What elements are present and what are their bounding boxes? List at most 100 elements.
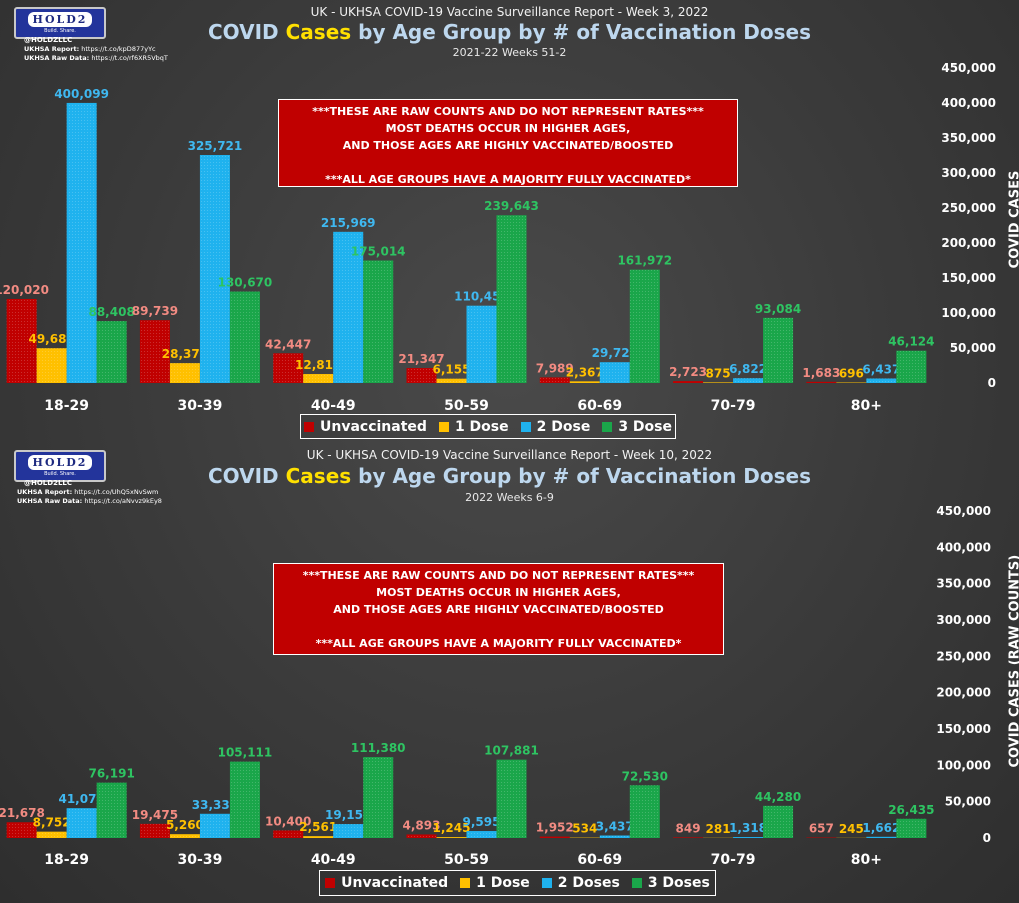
bar-texture bbox=[763, 805, 794, 838]
bar-texture bbox=[139, 823, 170, 838]
bar-texture bbox=[896, 818, 927, 838]
data-label: 49,683 bbox=[28, 332, 74, 346]
x-tick-label: 18-29 bbox=[44, 852, 89, 868]
legend-item-1-dose: 1 Dose bbox=[460, 875, 530, 891]
raw-data-link: UKHSA Raw Data: https://t.co/aNvvz9kEy8 bbox=[17, 497, 162, 505]
bar-texture bbox=[36, 831, 67, 838]
data-label: 120,020 bbox=[0, 283, 49, 297]
bar-texture bbox=[406, 834, 437, 838]
bar-1-dose-60-69 bbox=[569, 381, 600, 383]
data-label: 21,678 bbox=[0, 806, 45, 820]
data-label: 696 bbox=[839, 367, 864, 381]
notice-line: ***ALL AGE GROUPS HAVE A MAJORITY FULLY … bbox=[315, 637, 682, 650]
y-tick-label: 250,000 bbox=[936, 649, 991, 663]
data-label: 534 bbox=[572, 822, 597, 836]
bar-texture bbox=[273, 830, 304, 838]
data-label: 239,643 bbox=[484, 199, 539, 213]
data-label: 215,969 bbox=[321, 216, 376, 230]
notice-spacer bbox=[279, 154, 737, 171]
bar-texture bbox=[199, 813, 230, 838]
data-label: 2,723 bbox=[669, 365, 707, 379]
notice-spacer bbox=[274, 618, 723, 635]
y-axis-label: COVID CASES bbox=[1007, 170, 1019, 269]
legend-item-3-dose: 3 Dose bbox=[602, 419, 672, 435]
bar-texture bbox=[199, 154, 230, 383]
data-label: 93,084 bbox=[755, 302, 801, 316]
y-tick-label: 350,000 bbox=[941, 131, 996, 145]
logo-tagline: Build. Share. bbox=[44, 471, 76, 477]
bar-texture bbox=[96, 321, 127, 383]
notice-line: AND THOSE AGES ARE HIGHLY VACCINATED/BOO… bbox=[333, 603, 664, 616]
bar-texture bbox=[229, 291, 260, 383]
y-tick-label: 300,000 bbox=[941, 166, 996, 180]
legend: Unvaccinated 1 Dose 2 Dose 3 Dose bbox=[300, 414, 676, 439]
data-label: 1,318 bbox=[729, 821, 767, 835]
legend-swatch bbox=[304, 421, 314, 432]
chart-panel-week-3: HOLD2 Build. Share. @HOLDZLLC UKHSA Repo… bbox=[0, 0, 1019, 443]
bar-texture bbox=[6, 822, 37, 838]
legend-swatch bbox=[460, 878, 471, 888]
data-label: 21,347 bbox=[398, 352, 444, 366]
data-label: 6,437 bbox=[862, 362, 900, 376]
data-label: 875 bbox=[706, 366, 731, 380]
bar-unvaccinated-60-69 bbox=[539, 836, 570, 838]
x-tick-label: 60-69 bbox=[577, 398, 622, 414]
data-label: 6,155 bbox=[433, 363, 471, 377]
chart-subtitle: 2022 Weeks 6-9 bbox=[465, 491, 554, 504]
y-tick-label: 100,000 bbox=[936, 758, 991, 772]
x-tick-label: 50-59 bbox=[444, 852, 489, 868]
y-tick-label: 400,000 bbox=[941, 96, 996, 110]
report-link: UKHSA Report: https://t.co/kpD877yYc bbox=[24, 45, 156, 53]
data-label: 33,337 bbox=[192, 798, 238, 812]
legend-swatch bbox=[631, 878, 642, 888]
data-label: 1,683 bbox=[802, 366, 840, 380]
bar-texture bbox=[406, 368, 437, 383]
data-label: 2,367 bbox=[566, 365, 604, 379]
legend-swatch bbox=[602, 421, 613, 432]
y-tick-label: 0 bbox=[983, 831, 991, 845]
y-tick-label: 300,000 bbox=[936, 613, 991, 627]
bar-texture bbox=[139, 320, 170, 383]
bar-texture bbox=[66, 808, 97, 838]
data-label: 26,435 bbox=[888, 803, 934, 817]
bar-unvaccinated-70-79 bbox=[673, 837, 704, 838]
chart-suptitle: UK - UKHSA COVID-19 Vaccine Surveillance… bbox=[306, 448, 713, 462]
legend-swatch bbox=[438, 421, 449, 432]
twitter-handle: @HOLDZLLC bbox=[24, 36, 73, 44]
hold2-logo: HOLD2 Build. Share. bbox=[14, 450, 106, 482]
legend-item-3-doses: 3 Doses bbox=[631, 875, 710, 891]
bar-2-doses-70-79 bbox=[733, 837, 764, 838]
x-tick-label: 30-39 bbox=[178, 398, 223, 414]
bar-chart-bottom: 0 50,000 100,000 150,000 200,000 250,000 300,0… bbox=[0, 504, 991, 868]
legend-item-2-dose: 2 Dose bbox=[520, 419, 590, 435]
data-label: 41,070 bbox=[58, 792, 104, 806]
data-label: 400,099 bbox=[54, 87, 109, 101]
data-label: 175,014 bbox=[351, 244, 406, 258]
bar-1-dose-40-49 bbox=[303, 836, 334, 838]
data-label: 42,447 bbox=[265, 337, 311, 351]
logo-text: HOLD2 bbox=[28, 455, 92, 470]
bar-chart-top: 0 50,000 100,000 150,000 200,000 250,000 300,0… bbox=[0, 61, 996, 414]
y-axis-label: COVID CASES (RAW COUNTS) bbox=[1007, 554, 1019, 768]
legend-swatch bbox=[325, 878, 336, 888]
data-label: 88,408 bbox=[88, 305, 134, 319]
bar-1-dose-70-79 bbox=[703, 382, 734, 383]
bar-texture bbox=[599, 835, 630, 838]
bar-texture bbox=[466, 305, 497, 383]
x-tick-label: 70-79 bbox=[711, 398, 756, 414]
data-label: 29,724 bbox=[592, 346, 638, 360]
x-tick-label: 40-49 bbox=[311, 852, 356, 868]
y-tick-label: 250,000 bbox=[941, 201, 996, 215]
data-label: 76,191 bbox=[88, 767, 134, 781]
legend: Unvaccinated 1 Dose 2 Doses 3 Doses bbox=[319, 870, 716, 896]
bar-unvaccinated-80 bbox=[806, 381, 837, 383]
legend-item-1-dose: 1 Dose bbox=[438, 419, 509, 435]
y-tick-label: 200,000 bbox=[936, 686, 991, 700]
legend-swatch bbox=[541, 878, 552, 888]
data-label: 1,245 bbox=[433, 821, 471, 835]
y-tick-label: 150,000 bbox=[941, 271, 996, 285]
data-label: 19,156 bbox=[325, 808, 371, 822]
data-label: 1,662 bbox=[862, 821, 900, 835]
bar-texture bbox=[303, 374, 334, 383]
data-label: 28,374 bbox=[162, 347, 208, 361]
